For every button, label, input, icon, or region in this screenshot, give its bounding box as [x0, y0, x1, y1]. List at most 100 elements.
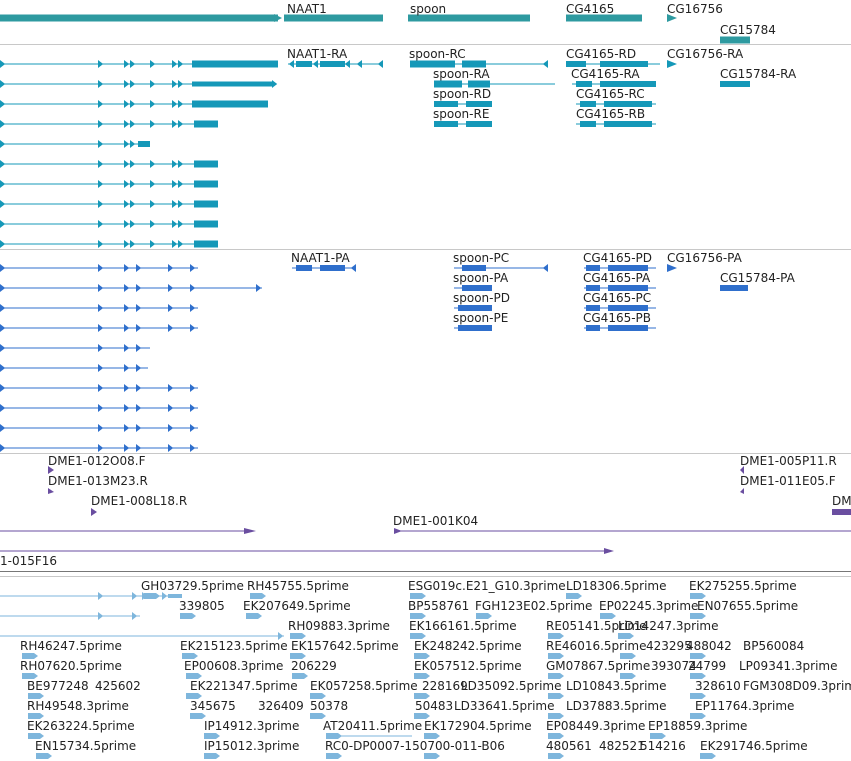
est-feature[interactable] — [414, 673, 430, 679]
est-feature[interactable] — [690, 673, 706, 679]
clone-end-marker[interactable] — [604, 548, 614, 554]
est-feature[interactable] — [620, 653, 636, 659]
est-feature[interactable] — [424, 753, 440, 759]
est-feature[interactable] — [650, 733, 666, 739]
est-feature[interactable] — [28, 733, 44, 739]
est-feature[interactable] — [410, 613, 426, 619]
transcript-cg15784-ra[interactable] — [720, 81, 750, 87]
est-feature[interactable] — [700, 753, 716, 759]
transcript-exon[interactable] — [434, 121, 458, 127]
est-feature[interactable] — [28, 713, 44, 719]
protein-cg15784-pa[interactable] — [720, 285, 748, 291]
protein-segment[interactable] — [320, 265, 345, 271]
clone-end-marker[interactable] — [48, 466, 54, 474]
transcript-exon[interactable] — [580, 121, 596, 127]
transcript-exon[interactable] — [194, 120, 218, 128]
est-segment[interactable] — [168, 594, 182, 598]
est-feature[interactable] — [690, 653, 706, 659]
est-feature[interactable] — [326, 753, 342, 759]
transcript-exon[interactable] — [194, 160, 218, 168]
est-feature[interactable] — [618, 633, 634, 639]
protein-segment[interactable] — [608, 285, 648, 291]
transcript-exon[interactable] — [600, 61, 648, 67]
est-feature[interactable] — [690, 713, 706, 719]
est-feature[interactable] — [28, 693, 44, 699]
protein-cg16756-pa[interactable] — [667, 264, 677, 272]
est-feature[interactable] — [310, 713, 326, 719]
est-feature[interactable] — [144, 593, 160, 599]
transcript-exon[interactable] — [194, 180, 218, 188]
clone-end-marker[interactable] — [244, 528, 256, 534]
transcript-exon[interactable] — [462, 60, 486, 68]
est-feature[interactable] — [414, 693, 430, 699]
est-feature[interactable] — [548, 753, 564, 759]
transcript-exon[interactable] — [580, 101, 596, 107]
transcript-exon[interactable] — [566, 61, 586, 67]
transcript-exon[interactable] — [192, 100, 268, 108]
est-feature[interactable] — [310, 693, 326, 699]
est-feature[interactable] — [690, 693, 706, 699]
est-feature[interactable] — [22, 673, 38, 679]
est-feature[interactable] — [424, 733, 440, 739]
transcript-exon[interactable] — [468, 80, 490, 88]
clone-end-marker[interactable] — [740, 488, 744, 494]
protein-segment[interactable] — [586, 265, 600, 271]
protein-segment[interactable] — [608, 265, 648, 271]
gene-cg16756-bar[interactable] — [667, 14, 677, 22]
est-feature[interactable] — [180, 613, 196, 619]
est-feature[interactable] — [548, 633, 564, 639]
est-feature[interactable] — [410, 593, 426, 599]
protein-segment[interactable] — [458, 325, 492, 331]
transcript-exon[interactable] — [296, 61, 312, 67]
protein-segment[interactable] — [296, 265, 312, 271]
transcript-exon[interactable] — [194, 200, 218, 208]
gene-spoon-bar[interactable] — [408, 14, 530, 22]
protein-segment[interactable] — [462, 285, 492, 291]
gene-bar[interactable] — [0, 14, 278, 22]
est-feature[interactable] — [190, 713, 206, 719]
protein-segment[interactable] — [586, 285, 600, 291]
transcript-exon[interactable] — [192, 60, 278, 68]
est-feature[interactable] — [414, 653, 430, 659]
clone-end-marker[interactable] — [48, 488, 54, 494]
clone-bar[interactable] — [832, 509, 851, 515]
est-feature[interactable] — [246, 613, 262, 619]
est-feature[interactable] — [186, 673, 202, 679]
transcript-exon[interactable] — [466, 101, 492, 107]
est-feature[interactable] — [292, 673, 308, 679]
est-feature[interactable] — [690, 593, 706, 599]
est-feature[interactable] — [414, 713, 430, 719]
transcript-exon[interactable] — [576, 81, 592, 87]
est-feature[interactable] — [600, 613, 616, 619]
est-feature[interactable] — [290, 633, 306, 639]
est-feature[interactable] — [548, 713, 564, 719]
protein-segment[interactable] — [586, 325, 600, 331]
transcript-exon[interactable] — [434, 80, 462, 88]
transcript-exon[interactable] — [604, 101, 652, 107]
transcript-exon[interactable] — [138, 141, 150, 147]
protein-segment[interactable] — [608, 305, 648, 311]
est-feature[interactable] — [290, 653, 306, 659]
protein-segment[interactable] — [462, 265, 486, 271]
protein-segment[interactable] — [608, 325, 648, 331]
est-feature[interactable] — [36, 753, 52, 759]
est-feature[interactable] — [182, 653, 198, 659]
transcript-exon[interactable] — [410, 60, 455, 68]
gene-cg15784-bar[interactable] — [720, 36, 750, 44]
transcript-exon[interactable] — [320, 61, 345, 67]
est-feature[interactable] — [410, 633, 426, 639]
est-feature[interactable] — [250, 593, 266, 599]
est-feature[interactable] — [548, 733, 564, 739]
transcript-exon[interactable] — [604, 121, 652, 127]
protein-segment[interactable] — [458, 305, 492, 311]
est-feature[interactable] — [548, 653, 564, 659]
gene-cg4165-bar[interactable] — [566, 14, 642, 22]
transcript-exon[interactable] — [600, 81, 656, 87]
clone-end-marker[interactable] — [91, 508, 97, 516]
transcript-cg16756-ra[interactable] — [667, 60, 677, 68]
transcript-exon[interactable] — [192, 81, 272, 87]
est-feature[interactable] — [548, 693, 564, 699]
clone-end-marker[interactable] — [394, 528, 402, 534]
est-feature[interactable] — [548, 673, 564, 679]
